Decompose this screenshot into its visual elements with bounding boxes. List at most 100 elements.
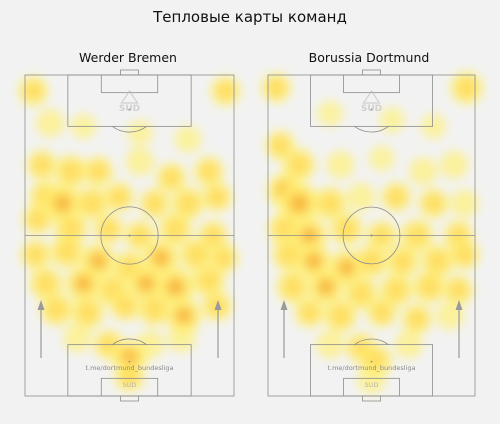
heat-point-core [34,272,57,295]
logo-watermark: SUD [119,89,140,114]
penalty-arc-bottom [354,338,389,345]
heat-point-core [213,247,234,269]
heat-point [127,119,153,146]
heat-point-core [108,186,130,208]
heat-point-core [277,243,300,266]
heat-point [346,182,376,212]
heat-point-peak [90,253,106,269]
heat-point-core [55,240,78,263]
heat-point [409,157,438,186]
heat-point-core [273,218,296,240]
heat-point [167,324,196,353]
heat-point-core [455,76,478,99]
logo-icon [120,89,139,104]
heat-point-core [119,366,140,387]
heat-point [326,150,355,180]
heat-point-core [143,298,166,321]
penalty-spot-top [370,108,373,111]
heat-point-peak [339,260,354,275]
heat-point-core [198,269,220,292]
heat-point-core [88,161,109,182]
center-circle [100,206,159,265]
heat-point [357,365,386,395]
logo-text-bottom: SUD [123,381,137,389]
pitch-dortmund: SUD t.me/dortmund_bundesliga SUD [260,69,484,402]
heat-point-peak [122,350,137,365]
heat-point-core [454,244,475,265]
heat-point-core [215,80,236,102]
heat-point-core [335,218,358,240]
heat-point-core [115,296,136,317]
heat-point [440,150,469,180]
heat-point-core [350,282,373,305]
attack-arrow-head [455,300,463,310]
heat-point-core [288,153,310,176]
logo-text: SUD [361,104,382,114]
penalty-arc-top [112,126,147,133]
heat-point [174,125,202,153]
heat-point-core [80,192,103,215]
page-title: Тепловые карты команд [153,8,347,26]
heat-point-core [406,308,428,330]
heat-point-core [281,275,304,298]
logo-text: SUD [119,104,140,114]
heat-point-core [391,250,414,273]
heat-point-core [423,193,444,214]
heat-point-peak [176,308,192,323]
center-circle [342,206,401,265]
penalty-spot-bottom [370,360,373,363]
penalty-spot-bottom [128,360,131,363]
heat-point [379,107,406,133]
goal-top [362,69,381,76]
center-spot [370,234,373,237]
logo-watermark: SUD [361,89,382,114]
attack-arrow-head [280,300,288,310]
heat-point-peak [138,276,154,291]
heat-point-core [299,302,320,323]
watermark-text: t.me/dortmund_bundesliga [327,364,415,372]
goal-top [120,69,139,76]
heat-point-core [76,301,99,324]
heat-point-core [185,243,208,266]
penalty-spot-top [128,108,131,111]
center-spot [128,234,131,237]
heat-point-core [164,218,187,240]
heat-point-core [426,250,449,273]
attack-arrow-head [37,300,45,310]
goal-bottom [362,395,381,402]
goal-bottom [120,395,139,402]
heat-layer [17,75,242,393]
heat-point-core [45,298,68,321]
heat-point [63,324,92,353]
heat-point [450,189,479,218]
attack-arrow-head [214,300,222,310]
logo-icon [362,89,381,104]
heat-point-peak [153,250,169,266]
heat-point [125,147,155,176]
heat-point-peak [306,253,321,269]
heat-point-core [319,192,342,215]
heat-point-core [385,279,408,301]
heat-point-peak [290,195,308,212]
heat-point-core [25,244,46,265]
heat-point-peak [167,279,184,295]
heat-point-peak [54,195,71,212]
team-title-dortmund: Borussia Dortmund [308,50,430,65]
heat-point-core [60,218,82,240]
heat-point-peak [76,276,91,291]
heat-point [368,145,395,172]
heat-point-core [144,193,165,214]
heat-point-core [270,135,291,156]
heat-point [420,113,447,140]
penalty-arc-bottom [112,338,147,345]
heat-point-core [177,192,199,215]
penalty-arc-top [354,126,389,133]
team-title-werder: Werder Bremen [79,50,177,65]
heat-point-core [161,167,182,188]
watermark-text: t.me/dortmund_bundesliga [85,364,173,372]
heat-point [317,100,343,127]
heat-point-core [448,279,469,301]
logo-text-bottom: SUD [365,381,379,389]
heat-point-core [418,275,441,298]
